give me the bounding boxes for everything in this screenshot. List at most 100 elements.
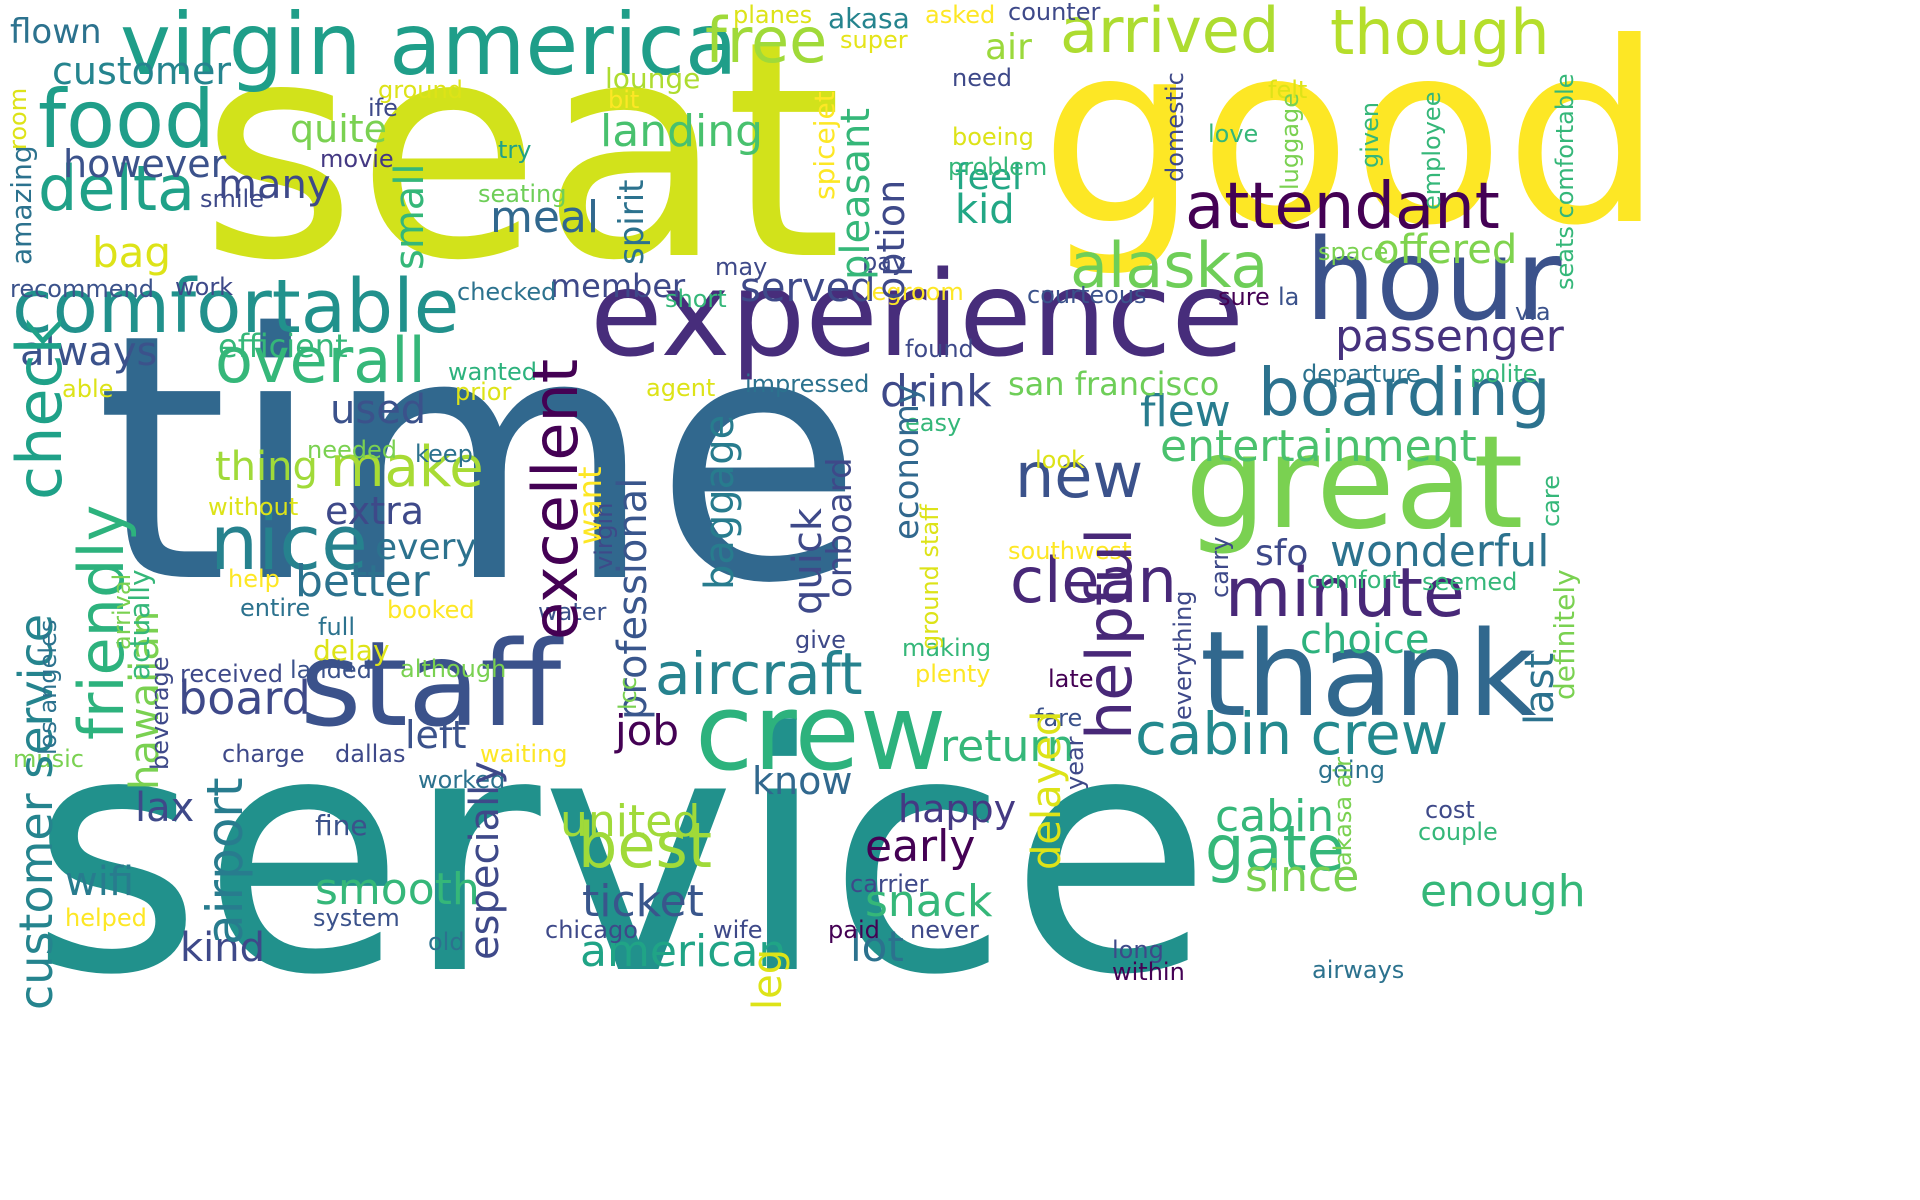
word-cost: cost (1425, 796, 1475, 824)
word-although: although (400, 655, 507, 683)
word-may: may (715, 253, 768, 281)
word-fare: fare (1035, 704, 1083, 732)
word-attendant: attendant (1185, 170, 1500, 244)
word-asked: asked (925, 1, 996, 29)
word-checked: checked (457, 278, 557, 306)
word-entire: entire (240, 594, 311, 622)
word-aircraft: aircraft (655, 640, 863, 708)
word-ticket: ticket (582, 876, 704, 927)
word-sure: sure (1218, 283, 1270, 311)
word-lounge: lounge (605, 62, 701, 95)
word-care: care (1537, 474, 1565, 527)
word-full: full (318, 613, 355, 641)
word-kid: kid (955, 187, 1015, 233)
word-wonderful: wonderful (1330, 526, 1550, 577)
word-music: music (13, 745, 84, 773)
word-need: need (952, 64, 1012, 92)
word-room: room (4, 87, 32, 150)
word-know: know (752, 759, 853, 803)
word-legroom: legroom (865, 278, 964, 306)
word-seemed: seemed (1422, 568, 1518, 596)
word-southwest: southwest (1008, 537, 1132, 565)
word-arrival: arrival (108, 573, 136, 650)
word-airways: airways (1312, 956, 1405, 984)
word-sfo: sfo (1255, 533, 1309, 574)
word-beverage: beverage (146, 656, 174, 770)
word-domestic: domestic (1161, 72, 1189, 182)
word-landed: landed (290, 656, 372, 684)
word-cabin-crew: cabin crew (1135, 700, 1449, 768)
word-small: small (387, 163, 433, 270)
word-spicejet: spicejet (808, 91, 841, 200)
word-agent: agent (646, 374, 716, 402)
word-planes: planes (733, 1, 813, 29)
word-impressed: impressed (745, 370, 870, 398)
word-easy: easy (905, 409, 962, 437)
word-flew: flew (1140, 386, 1231, 437)
word-american: american (580, 926, 787, 977)
word-lax: lax (135, 785, 195, 831)
word-leg: leg (745, 948, 791, 1010)
word-food: food (38, 73, 215, 166)
word-great: great (1185, 409, 1524, 558)
word-wanted: wanted (448, 358, 537, 386)
word-water: water (538, 598, 607, 626)
word-drink: drink (880, 366, 992, 417)
word-choice: choice (1300, 617, 1430, 663)
word-helped: helped (65, 904, 147, 932)
word-efficient: efficient (218, 327, 348, 365)
word-happy: happy (898, 787, 1017, 831)
word-received: received (180, 660, 283, 688)
word-option: option (869, 179, 913, 300)
word-many: many (218, 162, 331, 208)
word-year: year (1061, 736, 1089, 790)
word-though: though (1330, 0, 1550, 69)
word-going: going (1318, 756, 1386, 784)
word-given: given (1356, 101, 1384, 168)
word-san-francisco: san francisco (1008, 365, 1220, 403)
word-cabin: cabin (1215, 791, 1335, 842)
word-check: check (3, 318, 76, 500)
word-felt: felt (1268, 76, 1308, 104)
word-early: early (865, 821, 976, 872)
word-work: work (175, 273, 234, 301)
word-free: free (705, 4, 828, 77)
word-booked: booked (387, 596, 475, 624)
word-bag: bag (92, 228, 172, 277)
word-via: via (1515, 298, 1551, 326)
word-passenger: passenger (1335, 311, 1564, 362)
word-smile: smile (200, 185, 264, 213)
word-every: every (375, 527, 477, 568)
word-lot: lot (850, 922, 904, 971)
word-wife: wife (713, 916, 763, 944)
word-entertainment: entertainment (1160, 421, 1477, 472)
word-experience: experience (590, 245, 1245, 383)
word-system: system (313, 904, 400, 932)
word-dallas: dallas (335, 740, 406, 768)
word-helpful: helpful (1073, 527, 1146, 740)
word-within: within (1112, 958, 1185, 986)
word-definitely: definitely (1548, 569, 1581, 700)
word-boarding: boarding (1258, 354, 1551, 431)
word-board: board (178, 671, 311, 725)
word-since: since (1245, 851, 1360, 902)
word-los-angeles: los angeles (34, 619, 62, 755)
word-departure: departure (1302, 360, 1421, 388)
word-minute: minute (1225, 554, 1465, 633)
word-space: space (1318, 238, 1389, 266)
word-customer: customer (52, 49, 231, 93)
word-extra: extra (325, 489, 425, 533)
word-seating: seating (478, 180, 567, 208)
word-long: long (1112, 936, 1164, 964)
word-quite: quite (290, 107, 388, 151)
word-give: give (795, 626, 846, 654)
word-smooth: smooth (315, 864, 480, 915)
word-able: able (62, 375, 114, 403)
word-delayed: delayed (1024, 710, 1070, 870)
word-delta: delta (38, 152, 196, 225)
word-seat: seat (200, 0, 843, 326)
word-baggage: baggage (697, 414, 743, 590)
word-crew: crew (695, 671, 947, 794)
word-carrier: carrier (850, 870, 929, 898)
